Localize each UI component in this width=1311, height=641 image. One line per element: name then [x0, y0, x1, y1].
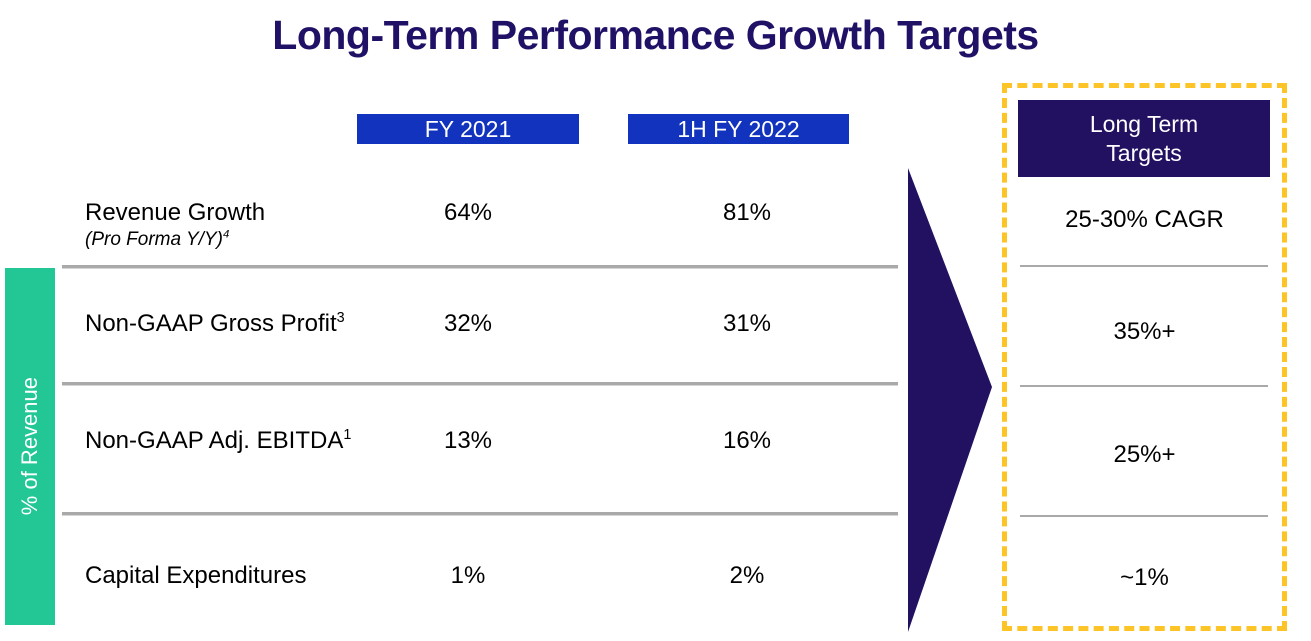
long-term-targets-header-line2: Targets [1106, 139, 1182, 166]
row-label-gross-profit: Non-GAAP Gross Profit3 [85, 310, 345, 337]
target-adj-ebitda: 25%+ [1113, 441, 1176, 468]
target-capex: ~1% [1120, 564, 1169, 591]
target-row-divider [1020, 265, 1268, 267]
long-term-targets-header: Long Term Targets [1018, 100, 1270, 177]
value-gross-profit-fy2021: 32% [443, 310, 493, 337]
long-term-targets-header-line1: Long Term [1089, 110, 1199, 137]
row-divider [62, 382, 898, 386]
row-label-capital-expenditures: Capital Expenditures [85, 562, 307, 589]
long-term-targets-box [1002, 83, 1287, 631]
footnote-superscript: 4 [222, 228, 230, 241]
column-header-1h-fy2022: 1H FY 2022 [628, 114, 849, 144]
value-gross-profit-1h-fy2022: 31% [722, 310, 772, 337]
column-header-fy2021: FY 2021 [357, 114, 579, 144]
target-gross-profit: 35%+ [1113, 318, 1176, 345]
percent-of-revenue-label: % of Revenue [17, 377, 42, 516]
target-row-divider [1020, 385, 1268, 387]
percent-of-revenue-bar: % of Revenue [5, 268, 55, 625]
row-label-adj-ebitda: Non-GAAP Adj. EBITDA1 [85, 427, 352, 454]
footnote-superscript: 3 [336, 310, 345, 326]
target-revenue-growth: 25-30% CAGR [1065, 206, 1224, 233]
value-adj-ebitda-fy2021: 13% [443, 427, 493, 454]
row-divider [62, 512, 898, 516]
target-row-divider [1020, 515, 1268, 517]
value-revenue-growth-fy2021: 64% [443, 199, 493, 226]
row-divider [62, 265, 898, 269]
value-revenue-growth-1h-fy2022: 81% [722, 199, 772, 226]
value-capex-1h-fy2022: 2% [729, 562, 765, 589]
footnote-superscript: 1 [343, 427, 352, 443]
slide-title: Long-Term Performance Growth Targets [272, 12, 1039, 58]
row-label-revenue-growth: Revenue Growth [85, 199, 266, 226]
row-sublabel-pro-forma: (Pro Forma Y/Y)4 [85, 228, 230, 250]
right-arrow-icon [908, 168, 992, 632]
value-adj-ebitda-1h-fy2022: 16% [722, 427, 772, 454]
value-capex-fy2021: 1% [450, 562, 486, 589]
